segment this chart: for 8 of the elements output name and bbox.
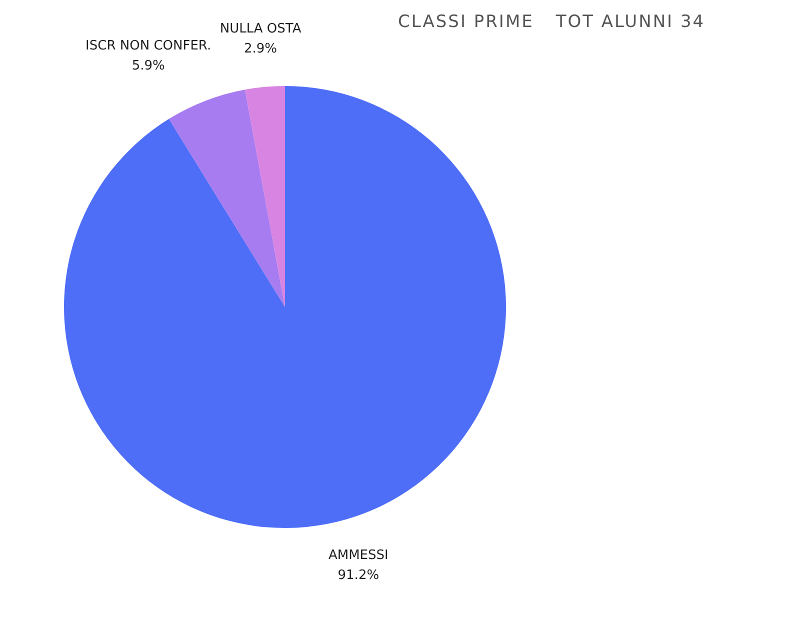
- data-label: 91.2%: [338, 568, 380, 584]
- data-label: 2.9%: [244, 41, 278, 56]
- slice-label: ISCR NON CONFER.: [86, 38, 212, 54]
- chart-title: CLASSI PRIME: [398, 12, 534, 32]
- text: TOT ALUNNI 34: [556, 12, 706, 32]
- data-label: 5.9%: [132, 58, 165, 74]
- slice-label: NULLA OSTA: [220, 21, 302, 36]
- slice-label: AMMESSI: [328, 548, 388, 564]
